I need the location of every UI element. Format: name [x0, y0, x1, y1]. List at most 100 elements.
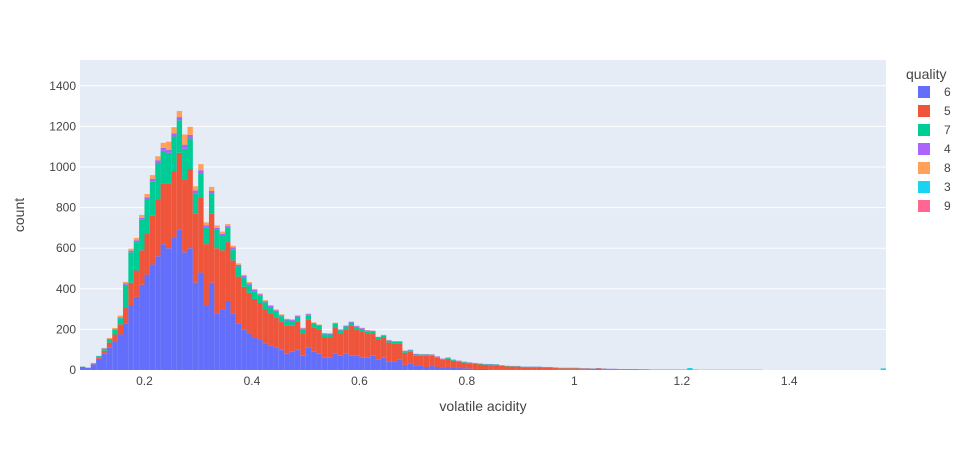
bar-segment-q5-bin-25 [214, 248, 220, 314]
bar-segment-q4-bin-44 [316, 324, 322, 326]
bar-segment-q6-bin-67 [440, 367, 446, 370]
bar-segment-q7-bin-8 [122, 284, 129, 308]
bar-segment-q6-bin-16 [165, 248, 172, 370]
bar-segment-q5-bin-77 [493, 365, 500, 370]
legend-label-5: 5 [944, 104, 951, 118]
x-axis-title: volatile acidity [439, 398, 526, 414]
bar-segment-q6-bin-36 [273, 347, 279, 370]
bar-segment-q5-bin-4 [101, 350, 107, 354]
bar-segment-q8-bin-29 [235, 263, 242, 265]
bar-segment-q5-bin-33 [257, 303, 263, 340]
bar-segment-q6-bin-2 [90, 364, 97, 370]
bar-segment-q7-bin-70 [456, 361, 462, 362]
bar-segment-q4-bin-34 [262, 301, 269, 303]
bar-segment-q5-bin-63 [418, 355, 424, 366]
bar-segment-q7-bin-27 [225, 227, 231, 243]
bar-segment-q4-bin-38 [284, 319, 290, 321]
bar-segment-q8-bin-15 [160, 142, 166, 148]
bar-segment-q7-bin-48 [337, 330, 344, 334]
x-tick-label-3: 0.8 [459, 374, 476, 388]
bar-segment-q7-bin-52 [359, 328, 365, 332]
bar-segment-q7-bin-62 [413, 354, 419, 356]
bar-segment-q6-bin-62 [413, 365, 419, 370]
x-tick-label-2: 0.6 [351, 374, 368, 388]
bar-segment-q4-bin-50 [348, 321, 355, 323]
bar-segment-q5-bin-99 [611, 369, 618, 370]
x-axis-ticks: 0.2 0.4 0.6 0.8 1 1.2 1.4 [136, 374, 798, 388]
bar-segment-q5-bin-80 [509, 366, 516, 370]
legend-label-3: 3 [944, 180, 951, 194]
bar-segment-q7-bin-58 [391, 341, 398, 344]
bar-segment-q4-bin-36 [273, 310, 279, 312]
bar-segment-q6-bin-9 [128, 305, 134, 370]
bar-segment-q7-bin-72 [466, 362, 473, 364]
bar-segment-q5-bin-84 [531, 367, 537, 370]
bar-segment-q8-bin-27 [225, 224, 231, 227]
bar-segment-q8-bin-12 [144, 193, 150, 198]
bar-segment-q5-bin-97 [601, 368, 607, 370]
bar-segment-q5-bin-46 [327, 337, 333, 358]
bar-segment-q8-bin-11 [139, 214, 145, 218]
y-tick-label-6: 1200 [49, 119, 76, 133]
bar-segment-q5-bin-35 [268, 313, 274, 346]
bar-segment-q8-bin-22 [198, 164, 204, 171]
bar-segment-q4-bin-6 [112, 329, 118, 331]
bar-segment-q8-bin-42 [305, 313, 312, 315]
bar-segment-q5-bin-90 [563, 368, 569, 370]
bar-segment-q7-bin-36 [273, 311, 279, 318]
bar-segment-q8-bin-32 [251, 288, 258, 290]
bar-segment-q4-bin-20 [187, 134, 193, 139]
bar-segment-q5-bin-86 [542, 367, 548, 370]
legend-label-4: 4 [944, 142, 951, 156]
bar-segment-q5-bin-54 [370, 333, 376, 356]
bar-segment-q5-bin-5 [106, 342, 113, 348]
bar-segment-q7-bin-45 [321, 334, 328, 338]
bar-segment-q5-bin-83 [525, 367, 532, 370]
bar-segment-q5-bin-28 [230, 260, 236, 314]
bar-segment-q5-bin-12 [144, 233, 150, 275]
legend-swatch-9 [918, 200, 930, 212]
bar-segment-q5-bin-74 [477, 364, 483, 369]
bar-segment-q5-bin-27 [225, 242, 231, 301]
bar-segment-q8-bin-25 [214, 225, 220, 228]
bar-segment-q6-bin-26 [219, 309, 226, 370]
bar-segment-q4-bin-27 [225, 226, 231, 228]
bar-segment-q4-bin-25 [214, 227, 220, 230]
bar-segment-q4-bin-26 [219, 233, 226, 237]
bar-segment-q4-bin-22 [198, 170, 204, 174]
bar-segment-q4-bin-18 [176, 117, 183, 121]
bar-segment-q5-bin-70 [456, 361, 462, 368]
bar-segment-q4-bin-53 [364, 330, 371, 332]
bar-segment-q7-bin-16 [165, 152, 172, 184]
bar-segment-q7-bin-7 [117, 318, 123, 325]
legend-swatch-5 [918, 105, 930, 117]
bar-segment-q5-bin-6 [112, 334, 118, 342]
bar-segment-q4-bin-19 [182, 144, 188, 149]
bar-segment-q6-bin-65 [429, 365, 435, 370]
bar-segment-q7-bin-21 [192, 193, 199, 214]
bar-segment-q7-bin-69 [450, 360, 457, 361]
bar-segment-q7-bin-51 [354, 326, 360, 330]
bar-segment-q4-bin-46 [327, 333, 333, 335]
bar-segment-q5-bin-9 [128, 282, 134, 306]
bar-segment-q7-bin-47 [332, 323, 338, 328]
x-tick-label-5: 1.2 [673, 374, 690, 388]
bar-segment-q6-bin-76 [488, 369, 494, 370]
bar-segment-q4-bin-12 [144, 197, 150, 200]
bar-segment-q7-bin-5 [106, 339, 113, 343]
bar-segment-q7-bin-13 [149, 181, 156, 216]
y-tick-label-3: 600 [56, 241, 76, 255]
bar-segment-q5-bin-60 [402, 352, 408, 365]
bar-segment-q4-bin-43 [311, 322, 317, 324]
bar-segment-q5-bin-49 [343, 329, 349, 354]
bar-segment-q8-bin-18 [176, 110, 183, 118]
bar-segment-q7-bin-10 [133, 242, 140, 271]
bar-segment-q5-bin-40 [294, 321, 301, 350]
bar-segment-q7-bin-60 [402, 351, 408, 353]
bar-segment-q5-bin-100 [617, 369, 623, 370]
bar-segment-q5-bin-31 [246, 292, 252, 334]
bar-segment-q6-bin-61 [407, 363, 414, 370]
bar-segment-q8-bin-43 [311, 322, 317, 323]
legend: quality 6 5 7 4 8 3 9 [906, 66, 951, 213]
bar-segment-q6-bin-23 [203, 305, 209, 370]
